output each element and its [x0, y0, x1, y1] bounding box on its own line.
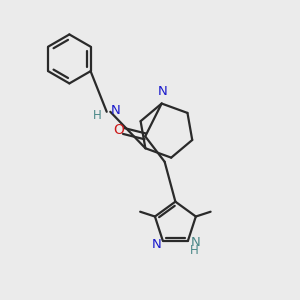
- Text: N: N: [158, 85, 167, 98]
- Text: N: N: [151, 238, 161, 250]
- Text: N: N: [190, 236, 200, 248]
- Text: N: N: [110, 104, 120, 117]
- Text: H: H: [190, 244, 199, 256]
- Text: O: O: [113, 122, 124, 136]
- Text: H: H: [93, 109, 101, 122]
